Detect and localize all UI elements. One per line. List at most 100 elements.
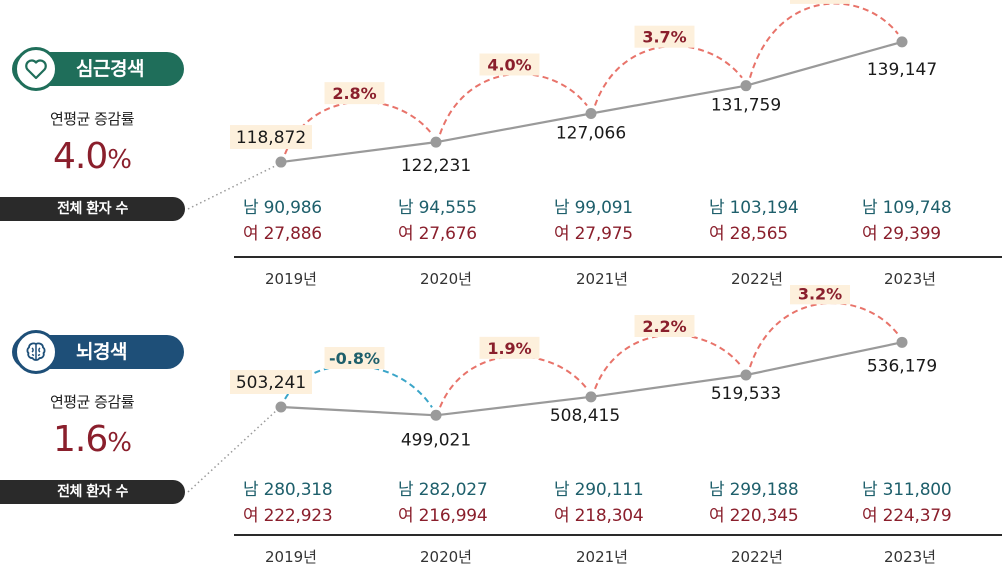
year-label: 2022년: [731, 270, 783, 288]
data-point: [430, 136, 442, 148]
year-label: 2022년: [731, 548, 783, 566]
male-count: 남 109,748: [862, 198, 952, 218]
female-count: 여 220,345: [709, 506, 799, 526]
change-label: 5.6%: [790, 0, 850, 4]
cardiac-total-label: 전체 환자 수: [0, 197, 185, 221]
stroke-rate-unit: %: [107, 428, 132, 458]
change-label: 2.8%: [324, 82, 385, 105]
year-label: 2020년: [420, 270, 472, 288]
change-value: 3.2%: [798, 285, 842, 303]
change-value: 5.6%: [798, 0, 842, 3]
change-label: 4.0%: [479, 53, 540, 76]
gender-breakdown: 남 290,111 여 218,304: [554, 477, 684, 529]
stroke-rate-label: 연평균 증감률: [49, 393, 135, 411]
change-value: 4.0%: [487, 55, 531, 74]
value-label: 536,179: [867, 356, 937, 376]
year-label: 2023년: [884, 270, 936, 288]
year-label: 2019년: [265, 270, 317, 288]
value-label-bg: [230, 369, 312, 394]
cardiac-rate-unit: %: [107, 145, 132, 175]
gender-breakdown: 남 282,027 여 216,994: [398, 477, 528, 529]
gender-breakdown: 남 103,194 여 28,565: [709, 195, 839, 247]
data-point: [740, 369, 752, 381]
male-count: 남 94,555: [398, 198, 477, 218]
female-count: 여 27,676: [398, 224, 477, 244]
female-count: 여 222,923: [243, 506, 333, 526]
change-label: -0.8%: [324, 346, 385, 369]
brain-icon: [14, 330, 58, 374]
change-label: 3.7%: [634, 25, 695, 48]
male-count: 남 99,091: [554, 198, 633, 218]
male-count: 남 311,800: [862, 480, 952, 500]
cardiac-rate-value: 4.0%: [0, 136, 184, 177]
stroke-panel: 뇌경색 연평균 증감률 1.6% 전체 환자 수 -0.8% 1.9% 2.2% 3.…: [0, 285, 1002, 570]
male-count: 남 103,194: [709, 198, 799, 218]
change-arc: [749, 2, 899, 78]
value-label: 508,415: [550, 406, 620, 426]
data-point: [275, 156, 287, 168]
cardiac-panel: 심근경색 연평균 증감률 4.0% 전체 환자 수 2.8% 4.0% 3.7% 5.…: [0, 0, 1002, 285]
year-label: 2021년: [576, 548, 628, 566]
value-label: 122,231: [401, 156, 471, 176]
cardiac-rate-number: 4.0: [53, 136, 108, 177]
gender-breakdown: 남 99,091 여 27,975: [554, 195, 684, 247]
male-count: 남 290,111: [554, 480, 644, 500]
male-count: 남 90,986: [243, 198, 322, 218]
data-point: [585, 107, 597, 119]
change-arc: [439, 73, 588, 135]
change-arc: [594, 45, 743, 106]
gender-breakdown: 남 109,748 여 29,399: [862, 195, 992, 247]
data-point: [740, 80, 752, 92]
data-point: [896, 36, 908, 48]
value-label: 127,066: [556, 123, 626, 143]
male-count: 남 282,027: [398, 480, 488, 500]
change-value: -0.8%: [329, 349, 380, 368]
male-count: 남 280,318: [243, 480, 333, 500]
year-label: 2020년: [420, 548, 472, 566]
change-value: 1.9%: [487, 339, 531, 358]
change-label: 1.9%: [479, 336, 540, 359]
gender-breakdown: 남 311,800 여 224,379: [862, 477, 992, 529]
change-value: 2.8%: [332, 84, 376, 103]
value-label: 118,872: [236, 128, 306, 148]
gender-breakdown: 남 94,555 여 27,676: [398, 195, 528, 247]
gender-breakdown: 남 280,318 여 222,923: [243, 477, 373, 529]
value-label: 139,147: [867, 60, 937, 80]
data-point: [585, 391, 597, 403]
cardiac-rate-label: 연평균 증감률: [49, 110, 135, 128]
data-point: [275, 401, 287, 413]
total-connector: [187, 164, 278, 210]
data-point: [430, 409, 442, 421]
change-arc: [594, 333, 743, 390]
heart-icon: [14, 47, 58, 91]
cardiac-title-pill: 심근경색: [12, 47, 184, 91]
female-count: 여 29,399: [862, 224, 941, 244]
change-value: 2.2%: [642, 317, 686, 336]
cardiac-title: 심근경색: [76, 58, 144, 80]
value-label: 519,533: [711, 384, 781, 404]
female-count: 여 224,379: [862, 506, 952, 526]
stroke-title: 뇌경색: [76, 341, 127, 363]
female-count: 여 216,994: [398, 506, 488, 526]
female-count: 여 218,304: [554, 506, 644, 526]
change-label: 3.2%: [790, 285, 850, 305]
stroke-total-label: 전체 환자 수: [0, 480, 185, 504]
female-count: 여 28,565: [709, 224, 788, 244]
stroke-line-chart: -0.8% 1.9% 2.2% 3.2% 503,241 499,021 508,415 51…: [187, 285, 937, 493]
cardiac-line-chart: 2.8% 4.0% 3.7% 5.6% 118,872 122,231 127,066 131…: [187, 0, 937, 210]
gender-breakdown: 남 299,188 여 220,345: [709, 477, 839, 529]
stroke-title-pill: 뇌경색: [12, 330, 184, 374]
year-label: 2021년: [576, 270, 628, 288]
male-count: 남 299,188: [709, 480, 799, 500]
cardiac-axis-line: [234, 256, 1002, 258]
stroke-axis-line: [234, 534, 1002, 536]
stroke-rate-value: 1.6%: [0, 419, 184, 460]
female-count: 여 27,975: [554, 224, 633, 244]
female-count: 여 27,886: [243, 224, 322, 244]
year-label: 2023년: [884, 548, 936, 566]
value-label: 499,021: [401, 430, 471, 450]
change-value: 3.7%: [642, 28, 686, 47]
change-arc: [749, 302, 899, 368]
value-label-bg: [230, 125, 312, 150]
gender-breakdown: 남 90,986 여 27,886: [243, 195, 373, 247]
